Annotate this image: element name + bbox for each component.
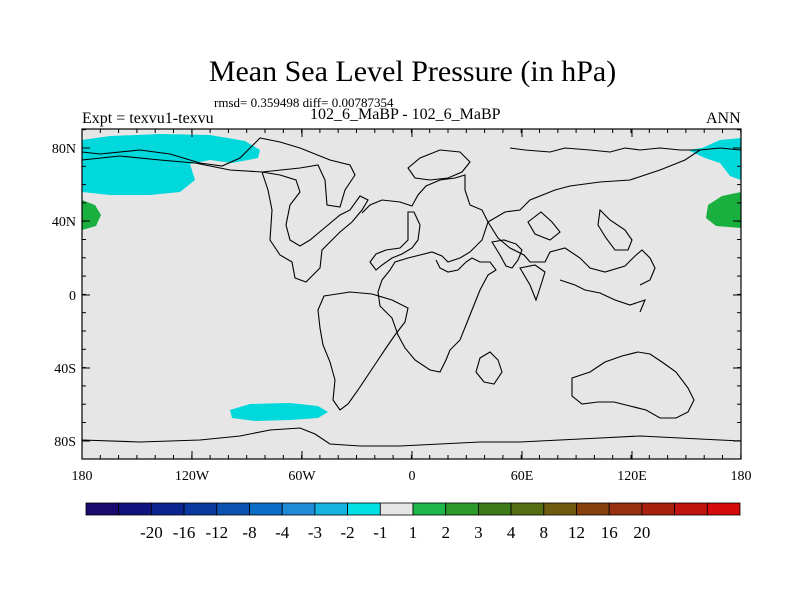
- southern-ocean-low-anomaly: [230, 403, 328, 421]
- y-axis: 80N 40N 0 40S 80S: [52, 129, 741, 450]
- arctic-low-anomaly: [82, 134, 260, 195]
- map-title: Mean Sea Level Pressure (in hPa): [208, 55, 617, 88]
- x-tick-label: 180: [72, 469, 93, 484]
- colorbar-label: -3: [308, 523, 322, 542]
- colorbar-swatch: [641, 502, 676, 516]
- north-pacific-high-east: [706, 192, 741, 228]
- y-tick-label: 0: [69, 289, 76, 304]
- colorbar-label: -4: [275, 523, 290, 542]
- colorbar-swatch: [477, 502, 512, 516]
- x-tick-label: 180: [731, 469, 752, 484]
- colorbar-label: 2: [441, 523, 450, 542]
- colorbar-swatch: [412, 502, 447, 516]
- stats-text: rmsd= 0.359498 diff= 0.00787354: [214, 95, 394, 110]
- colorbar-label: -8: [242, 523, 256, 542]
- colorbar-label: 16: [601, 523, 618, 542]
- experiment-label: Expt = texvu1-texvu: [82, 110, 214, 127]
- colorbar-swatch: [576, 502, 610, 516]
- colorbar-label: 1: [409, 523, 418, 542]
- y-tick-label: 40N: [52, 215, 76, 230]
- colorbar-swatch: [249, 502, 283, 516]
- colorbar-swatch: [543, 502, 577, 516]
- colorbar-label: -20: [140, 523, 163, 542]
- colorbar-label: 8: [540, 523, 549, 542]
- y-tick-label: 80S: [54, 435, 76, 450]
- colorbar-swatch: [608, 502, 643, 516]
- colorbar-swatch: [510, 502, 545, 516]
- x-axis: 180 120W 60W 0 60E 120E 180: [72, 129, 752, 484]
- colorbar-swatch: [706, 502, 741, 516]
- x-tick-label: 0: [409, 469, 416, 484]
- colorbar-swatch: [150, 502, 185, 516]
- season-label: ANN: [706, 110, 741, 127]
- colorbar-swatch: [379, 502, 414, 516]
- colorbar-swatch: [445, 502, 479, 516]
- colorbar-label: -16: [173, 523, 196, 542]
- x-tick-label: 60E: [511, 469, 534, 484]
- colorbar-swatch: [674, 502, 708, 516]
- colorbar-swatch: [118, 502, 152, 516]
- colorbar-swatch: [314, 502, 348, 516]
- x-tick-label: 120E: [617, 469, 647, 484]
- y-tick-label: 80N: [52, 142, 76, 157]
- colorbar-label: 3: [474, 523, 483, 542]
- colorbar: -20 -16 -12 -8 -4 -3 -2 -1 1 2 3 4 8 12 16 20: [85, 502, 741, 542]
- colorbar-swatch: [85, 502, 120, 516]
- x-tick-label: 120W: [175, 469, 210, 484]
- colorbar-swatch: [281, 502, 316, 516]
- colorbar-label: -12: [205, 523, 228, 542]
- north-pacific-high-west: [82, 200, 101, 230]
- y-tick-label: 40S: [54, 362, 76, 377]
- colorbar-label: 20: [633, 523, 650, 542]
- coastlines: [81, 137, 742, 447]
- colorbar-swatch: [216, 502, 250, 516]
- x-tick-label: 60W: [288, 469, 316, 484]
- map-background: [82, 129, 741, 459]
- period-label: 102_6_MaBP - 102_6_MaBP: [310, 106, 501, 123]
- colorbar-swatch: [183, 502, 218, 516]
- colorbar-label: 4: [507, 523, 516, 542]
- colorbar-label: -2: [341, 523, 355, 542]
- colorbar-label: 12: [568, 523, 585, 542]
- colorbar-swatch: [347, 502, 381, 516]
- colorbar-label: -1: [373, 523, 387, 542]
